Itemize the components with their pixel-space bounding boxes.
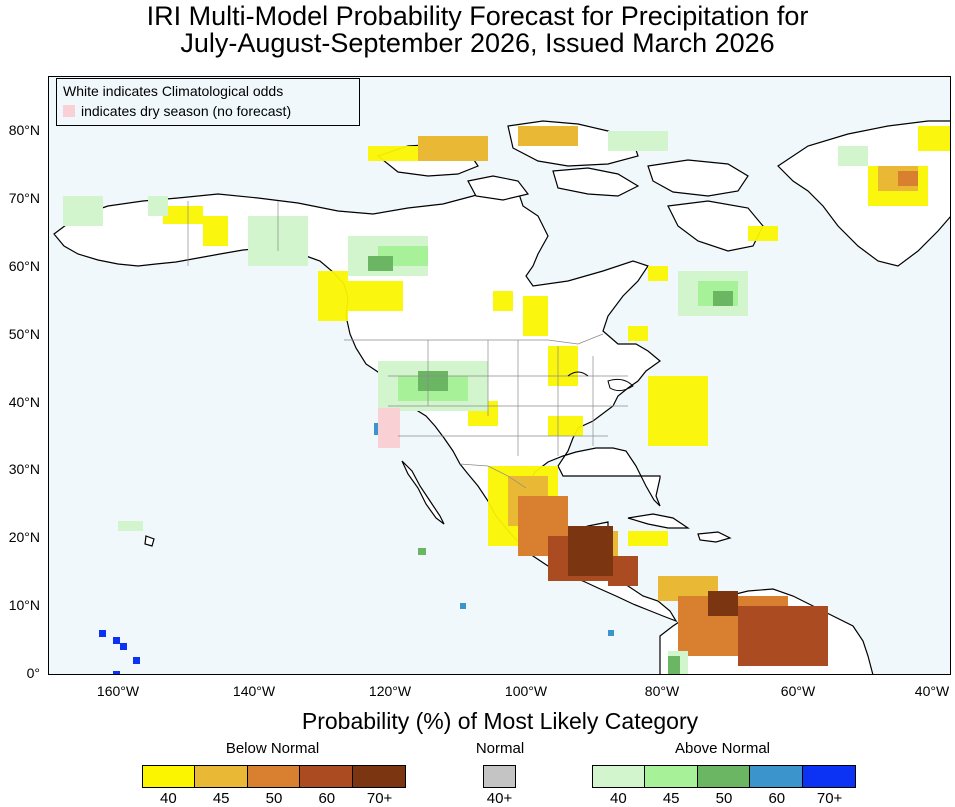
above-normal-tick-4: 70+	[816, 790, 843, 807]
baja-california-landmass	[401, 460, 445, 525]
dry-season-note-text: indicates dry season (no forecast)	[81, 103, 292, 119]
below-normal-label: Below Normal	[225, 740, 320, 757]
below-normal-tick-4: 70+	[366, 790, 393, 807]
above-normal-swatch-1	[645, 766, 698, 787]
lat-label-40n: 40°N	[8, 394, 40, 410]
lat-label-60n: 60°N	[8, 258, 40, 274]
below-normal-colorbar	[142, 765, 406, 788]
above-normal-tick-2: 50	[715, 790, 733, 807]
lat-label-30n: 30°N	[8, 461, 40, 477]
below-normal-swatch-1	[195, 766, 248, 787]
lat-label-80n: 80°N	[8, 122, 40, 138]
greenland-landmass	[777, 120, 951, 267]
normal-label: Normal	[475, 740, 525, 757]
lon-label-80w: 80°W	[644, 683, 680, 699]
below-normal-swatch-3	[300, 766, 353, 787]
normal-colorbar	[483, 765, 516, 788]
lon-label-60w: 60°W	[780, 683, 816, 699]
below-normal-tick-1: 45	[212, 790, 230, 807]
map-title-line-2: July-August-September 2026, Issued March…	[180, 28, 775, 58]
coastline-details	[567, 371, 634, 392]
normal-swatch-0	[484, 766, 515, 787]
lat-label-70n: 70°N	[8, 190, 40, 206]
political-boundaries	[187, 201, 628, 489]
dry-season-swatch	[63, 105, 75, 117]
lat-label-20n: 20°N	[8, 529, 40, 545]
lat-label-50n: 50°N	[8, 326, 40, 342]
lon-label-160w: 160°W	[96, 683, 140, 699]
forecast-map	[48, 76, 951, 675]
below-normal-swatch-4	[352, 766, 405, 787]
above-normal-60-patches	[374, 423, 614, 636]
cuba-landmass	[627, 513, 690, 529]
lon-label-100w: 100°W	[504, 683, 548, 699]
below-normal-swatch-2	[247, 766, 301, 787]
above-normal-tick-1: 45	[662, 790, 680, 807]
lon-label-140w: 140°W	[232, 683, 276, 699]
map-frame	[48, 76, 951, 675]
map-title-line-1: IRI Multi-Model Probability Forecast for…	[146, 1, 809, 31]
above-normal-colorbar	[592, 765, 856, 788]
lon-label-40w: 40°W	[914, 683, 950, 699]
above-normal-swatch-0	[593, 766, 646, 787]
below-normal-tick-0: 40	[160, 790, 177, 807]
colorbar-title: Probability (%) of Most Likely Category	[301, 708, 699, 734]
dry-season-patches	[378, 408, 400, 448]
above-normal-swatch-3	[750, 766, 803, 787]
above-normal-swatch-4	[802, 766, 855, 787]
above-normal-70-patches	[99, 630, 140, 675]
above-normal-label: Above Normal	[674, 740, 771, 757]
dry-season-note: indicates dry season (no forecast)	[63, 103, 291, 119]
below-normal-tick-2: 50	[265, 790, 283, 807]
climatology-note: White indicates Climatological odds	[63, 83, 284, 99]
above-normal-swatch-2	[697, 766, 751, 787]
lat-label-10n: 10°N	[8, 597, 40, 613]
hispaniola-landmass	[697, 531, 732, 543]
below-normal-70-patches	[568, 526, 738, 616]
lon-label-120w: 120°W	[368, 683, 412, 699]
arctic-islands	[376, 120, 764, 252]
above-normal-tick-0: 40	[610, 790, 627, 807]
hawaii-island	[144, 535, 155, 547]
below-normal-40-patches	[163, 126, 951, 656]
below-normal-swatch-0	[143, 766, 196, 787]
map-legend-box: White indicates Climatological odds indi…	[56, 78, 360, 126]
normal-tick-0: 40+	[486, 790, 513, 807]
below-normal-tick-3: 60	[318, 790, 336, 807]
above-normal-tick-3: 60	[768, 790, 786, 807]
lat-label-0: 0°	[26, 665, 40, 681]
